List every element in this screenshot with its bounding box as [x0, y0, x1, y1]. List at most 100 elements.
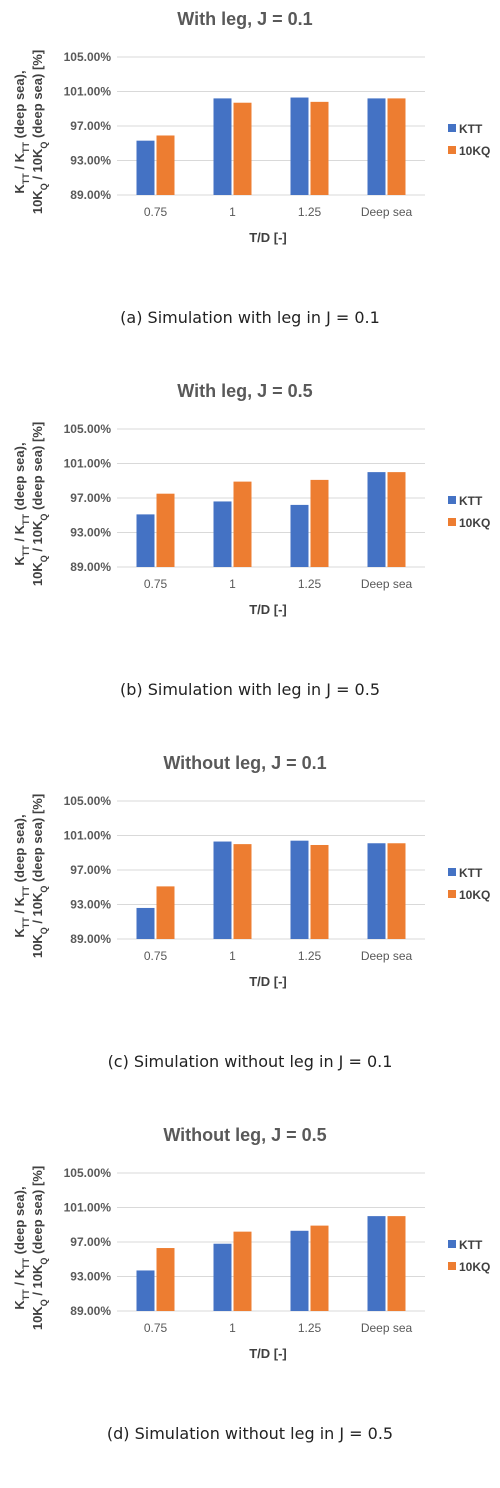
legend-label: KTT	[459, 1238, 483, 1252]
bar-10kq-deep-sea	[387, 98, 406, 195]
legend-swatch-10kq	[448, 1262, 456, 1270]
y-tick-label: 105.00%	[64, 50, 112, 64]
bar-ktt-1	[213, 501, 232, 567]
x-tick-label: 1	[229, 1321, 236, 1335]
bar-ktt-deep-sea	[367, 843, 386, 939]
y-tick-label: 89.00%	[70, 1304, 111, 1318]
chart-title: Without leg, J = 0.1	[163, 753, 326, 773]
bar-ktt-1.25	[290, 840, 309, 939]
x-tick-label: 0.75	[144, 577, 168, 591]
x-tick-label: 1	[229, 949, 236, 963]
chart-panel: With leg, J = 0.1 105.00% 101.00% 97.00% 93.…	[0, 0, 500, 372]
x-tick-label: Deep sea	[361, 205, 413, 219]
legend-swatch-10kq	[448, 518, 456, 526]
legend-label: 10KQ	[459, 516, 490, 530]
bar-chart: Without leg, J = 0.5 105.00% 101.00% 97.00%…	[12, 1125, 490, 1361]
chart-panel: Without leg, J = 0.1 105.00% 101.00% 97.00%…	[0, 744, 500, 1116]
bar-ktt-1.25	[290, 1230, 309, 1311]
bar-10kq-0.75	[156, 135, 175, 195]
x-tick-label: 0.75	[144, 1321, 168, 1335]
y-tick-label: 97.00%	[70, 863, 111, 877]
y-tick-label: 97.00%	[70, 1235, 111, 1249]
y-tick-label: 101.00%	[64, 1201, 112, 1215]
legend-swatch-10kq	[448, 146, 456, 154]
bar-ktt-0.75	[136, 1270, 155, 1311]
chart-title: Without leg, J = 0.5	[163, 1125, 326, 1145]
y-axis-label-line-2: 10KQ​ / 10KQ​ (deep sea) [%]	[30, 422, 49, 586]
x-axis-label: T/D [-]	[249, 602, 287, 617]
y-axis-label-line-1: KTT​ / KTT​ (deep sea),	[12, 70, 31, 193]
bar-ktt-1	[213, 841, 232, 939]
legend-swatch-ktt	[448, 124, 456, 132]
y-tick-label: 89.00%	[70, 188, 111, 202]
bar-ktt-0.75	[136, 140, 155, 195]
x-axis-label: T/D [-]	[249, 974, 287, 989]
y-axis-label-line-1: KTT​ / KTT​ (deep sea),	[12, 814, 31, 937]
y-axis-label-line-2: 10KQ​ / 10KQ​ (deep sea) [%]	[30, 50, 49, 214]
y-tick-label: 93.00%	[70, 1270, 111, 1284]
bar-10kq-0.75	[156, 493, 175, 567]
bar-ktt-1	[213, 1243, 232, 1311]
legend-label: 10KQ	[459, 888, 490, 902]
y-tick-label: 89.00%	[70, 560, 111, 574]
bar-10kq-1.25	[310, 101, 329, 195]
bar-ktt-deep-sea	[367, 1216, 386, 1311]
bar-ktt-0.75	[136, 907, 155, 939]
bar-ktt-deep-sea	[367, 98, 386, 195]
x-tick-label: 1	[229, 205, 236, 219]
chart-title: With leg, J = 0.5	[177, 381, 312, 401]
x-tick-label: 1.25	[298, 205, 322, 219]
y-axis-label-line-1: KTT​ / KTT​ (deep sea),	[12, 442, 31, 565]
figure-caption: (c) Simulation without leg in J = 0.1	[107, 1052, 393, 1071]
bar-10kq-0.75	[156, 1248, 175, 1311]
y-tick-label: 97.00%	[70, 491, 111, 505]
figure-caption: (a) Simulation with leg in J = 0.1	[120, 308, 380, 327]
figure-caption: (d) Simulation without leg in J = 0.5	[106, 1424, 394, 1443]
x-axis-label: T/D [-]	[249, 230, 287, 245]
bar-ktt-0.75	[136, 514, 155, 567]
bar-10kq-1	[233, 102, 252, 195]
bar-10kq-deep-sea	[387, 843, 406, 939]
bar-ktt-1.25	[290, 97, 309, 195]
x-tick-label: Deep sea	[361, 949, 413, 963]
legend-swatch-10kq	[448, 890, 456, 898]
bar-chart: With leg, J = 0.5 105.00% 101.00% 97.00% 93.…	[12, 381, 490, 617]
figure-caption: (b) Simulation with leg in J = 0.5	[119, 680, 380, 699]
y-tick-label: 105.00%	[64, 794, 112, 808]
x-tick-label: Deep sea	[361, 1321, 413, 1335]
y-axis-label-line-1: KTT​ / KTT​ (deep sea),	[12, 1186, 31, 1309]
y-tick-label: 93.00%	[70, 898, 111, 912]
bar-ktt-1	[213, 98, 232, 195]
chart-panel: Without leg, J = 0.5 105.00% 101.00% 97.00%…	[0, 1116, 500, 1488]
legend-label: 10KQ	[459, 1260, 490, 1274]
legend-swatch-ktt	[448, 496, 456, 504]
chart-panel: With leg, J = 0.5 105.00% 101.00% 97.00% 93.…	[0, 372, 500, 744]
bar-chart: Without leg, J = 0.1 105.00% 101.00% 97.00%…	[12, 753, 490, 989]
legend-label: 10KQ	[459, 144, 490, 158]
bar-ktt-deep-sea	[367, 472, 386, 567]
bar-10kq-1	[233, 1231, 252, 1311]
bar-10kq-1.25	[310, 1225, 329, 1311]
bar-10kq-1	[233, 844, 252, 939]
y-axis-label-line-2: 10KQ​ / 10KQ​ (deep sea) [%]	[30, 1166, 49, 1330]
y-tick-label: 93.00%	[70, 526, 111, 540]
x-tick-label: Deep sea	[361, 577, 413, 591]
x-tick-label: 1.25	[298, 1321, 322, 1335]
bar-10kq-1.25	[310, 844, 329, 939]
chart-title: With leg, J = 0.1	[177, 9, 312, 29]
x-tick-label: 0.75	[144, 949, 168, 963]
legend-label: KTT	[459, 866, 483, 880]
bar-chart: With leg, J = 0.1 105.00% 101.00% 97.00% 93.…	[12, 9, 490, 245]
y-axis-label-line-2: 10KQ​ / 10KQ​ (deep sea) [%]	[30, 794, 49, 958]
legend-swatch-ktt	[448, 868, 456, 876]
bar-10kq-deep-sea	[387, 472, 406, 567]
x-tick-label: 1	[229, 577, 236, 591]
x-axis-label: T/D [-]	[249, 1346, 287, 1361]
legend-label: KTT	[459, 122, 483, 136]
y-tick-label: 93.00%	[70, 154, 111, 168]
bar-ktt-1.25	[290, 504, 309, 567]
legend-swatch-ktt	[448, 1240, 456, 1248]
x-tick-label: 0.75	[144, 205, 168, 219]
bar-10kq-1.25	[310, 479, 329, 567]
y-tick-label: 101.00%	[64, 85, 112, 99]
